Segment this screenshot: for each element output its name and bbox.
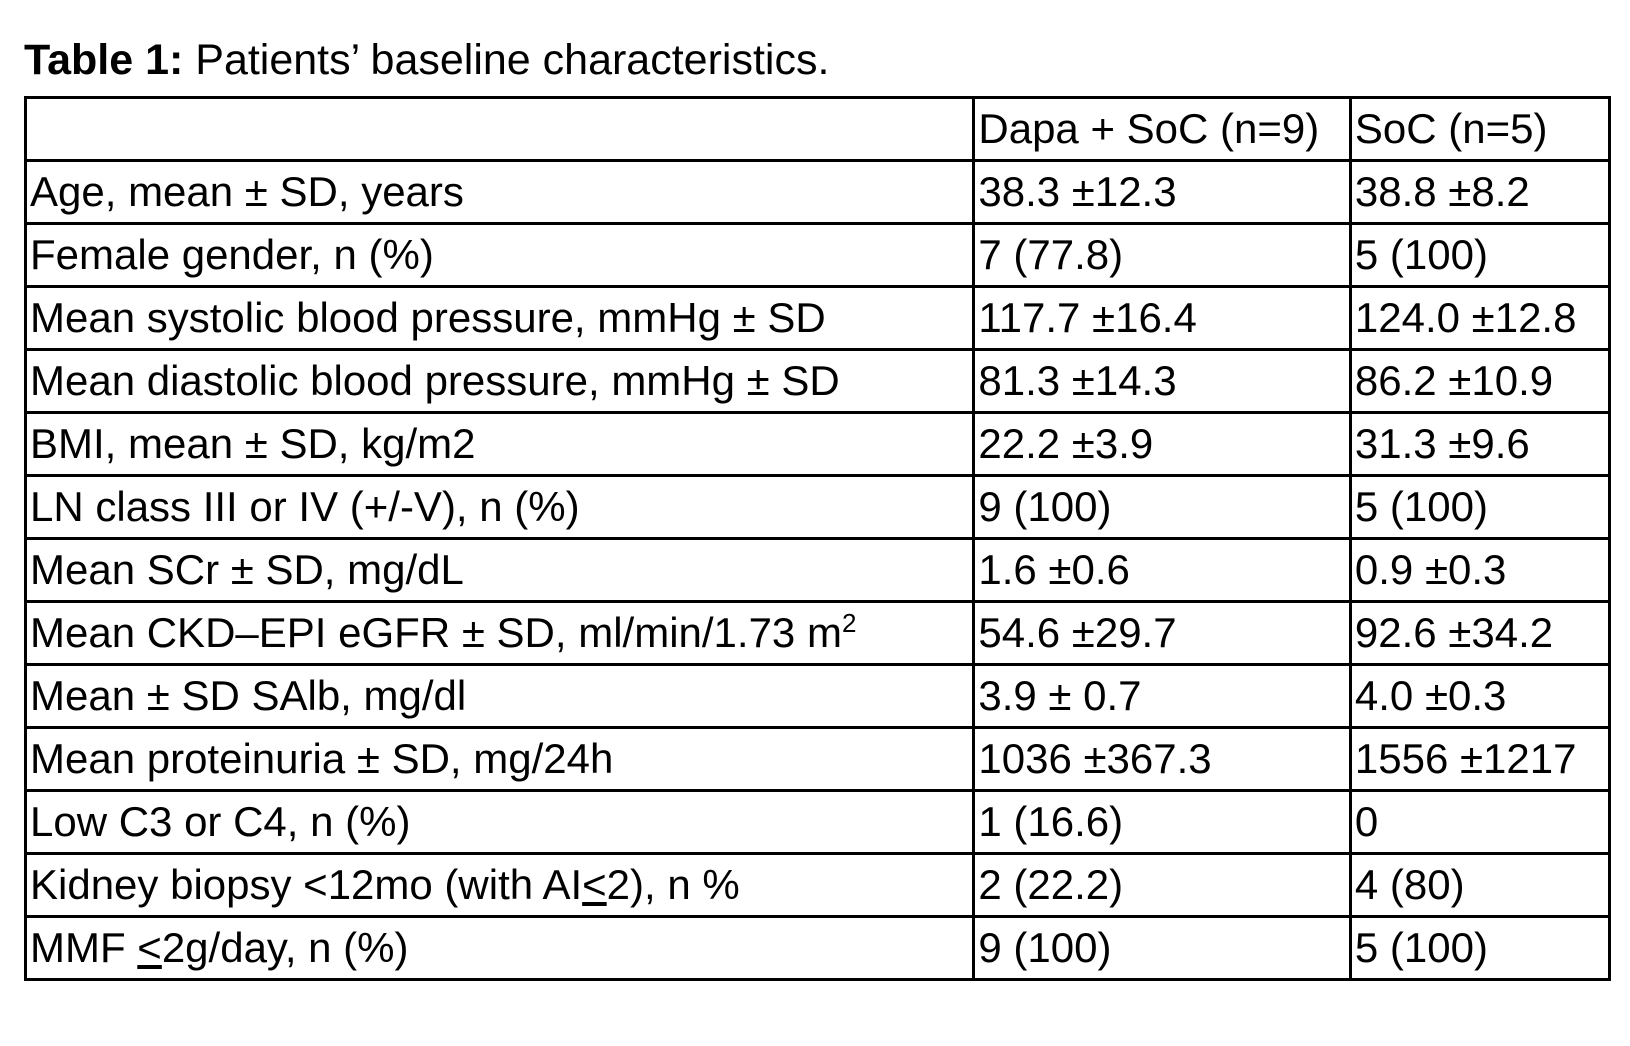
dapa-value: 54.6 ±29.7 [972,600,1352,666]
dapa-value: 2 (22.2) [972,852,1352,918]
soc-value: 124.0 ±12.8 [1348,285,1612,351]
row-label: MMF <2g/day, n (%) [23,915,976,981]
header-cell-dapa-soc: Dapa + SoC (n=9) [972,96,1352,162]
row-label: Female gender, n (%) [23,222,976,288]
dapa-value: 38.3 ±12.3 [972,159,1352,225]
row-label: Mean proteinuria ± SD, mg/24h [23,726,976,792]
row-label: Mean CKD–EPI eGFR ± SD, ml/min/1.73 m2 [23,600,976,666]
soc-value: 4.0 ±0.3 [1348,663,1612,729]
header-cell-characteristic [23,96,976,162]
table-row: BMI, mean ± SD, kg/m2 22.2 ±3.9 31.3 ±9.… [23,411,1612,477]
header-cell-soc: SoC (n=5) [1348,96,1612,162]
row-label-text-post: 2), n % [606,861,740,908]
table-row: MMF <2g/day, n (%) 9 (100) 5 (100) [23,915,1612,981]
row-label-text: Mean CKD–EPI eGFR ± SD, ml/min/1.73 m [30,609,842,656]
dapa-value: 3.9 ± 0.7 [972,663,1352,729]
table-row: Age, mean ± SD, years 38.3 ±12.3 38.8 ±8… [23,159,1612,225]
row-label: LN class III or IV (+/-V), n (%) [23,474,976,540]
table-row: Kidney biopsy <12mo (with AI<2), n % 2 (… [23,852,1612,918]
row-label-superscript: 2 [841,608,857,638]
row-label: Kidney biopsy <12mo (with AI<2), n % [23,852,976,918]
row-label: BMI, mean ± SD, kg/m2 [23,411,976,477]
soc-value: 38.8 ±8.2 [1348,159,1612,225]
row-label: Low C3 or C4, n (%) [23,789,976,855]
soc-value: 86.2 ±10.9 [1348,348,1612,414]
table-header-row: Dapa + SoC (n=9) SoC (n=5) [23,96,1612,162]
soc-value: 5 (100) [1348,222,1612,288]
row-label-text-pre: Kidney biopsy <12mo (with AI [30,861,583,908]
dapa-value: 9 (100) [972,474,1352,540]
table-row: Mean CKD–EPI eGFR ± SD, ml/min/1.73 m2 5… [23,600,1612,666]
row-label: Mean ± SD SAlb, mg/dl [23,663,976,729]
dapa-value: 1.6 ±0.6 [972,537,1352,603]
row-label-underlined-symbol: < [137,924,162,971]
caption-label: Table 1: [24,36,184,84]
row-label-text-pre: MMF [30,924,138,971]
dapa-value: 117.7 ±16.4 [972,285,1352,351]
table-row: Mean ± SD SAlb, mg/dl 3.9 ± 0.7 4.0 ±0.3 [23,663,1612,729]
table-row: Mean SCr ± SD, mg/dL 1.6 ±0.6 0.9 ±0.3 [23,537,1612,603]
dapa-value: 81.3 ±14.3 [972,348,1352,414]
soc-value: 5 (100) [1348,474,1612,540]
baseline-characteristics-table: Dapa + SoC (n=9) SoC (n=5) Age, mean ± S… [23,96,1612,981]
table-row: Low C3 or C4, n (%) 1 (16.6) 0 [23,789,1612,855]
table-row: Mean proteinuria ± SD, mg/24h 1036 ±367.… [23,726,1612,792]
table-row: Mean systolic blood pressure, mmHg ± SD … [23,285,1612,351]
caption-text: Patients’ baseline characteristics. [183,36,830,84]
soc-value: 5 (100) [1348,915,1612,981]
table-row: Mean diastolic blood pressure, mmHg ± SD… [23,348,1612,414]
row-label: Mean SCr ± SD, mg/dL [23,537,976,603]
table-row: Female gender, n (%) 7 (77.8) 5 (100) [23,222,1612,288]
row-label: Mean diastolic blood pressure, mmHg ± SD [23,348,976,414]
dapa-value: 7 (77.8) [972,222,1352,288]
table-caption: Table 1: Patients’ baseline characterist… [24,34,829,86]
soc-value: 92.6 ±34.2 [1348,600,1612,666]
row-label: Age, mean ± SD, years [23,159,976,225]
soc-value: 1556 ±1217 [1348,726,1612,792]
soc-value: 4 (80) [1348,852,1612,918]
soc-value: 0.9 ±0.3 [1348,537,1612,603]
dapa-value: 22.2 ±3.9 [972,411,1352,477]
dapa-value: 1036 ±367.3 [972,726,1352,792]
row-label-text-post: 2g/day, n (%) [161,924,409,971]
row-label-underlined-symbol: < [582,861,607,908]
soc-value: 0 [1348,789,1612,855]
table-row: LN class III or IV (+/-V), n (%) 9 (100)… [23,474,1612,540]
soc-value: 31.3 ±9.6 [1348,411,1612,477]
dapa-value: 9 (100) [972,915,1352,981]
row-label: Mean systolic blood pressure, mmHg ± SD [23,285,976,351]
dapa-value: 1 (16.6) [972,789,1352,855]
